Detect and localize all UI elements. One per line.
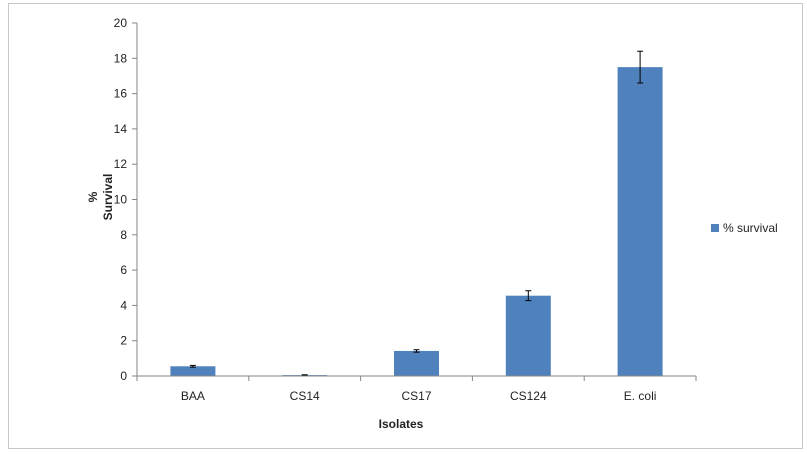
y-tick-label: 20 bbox=[114, 16, 128, 30]
bar bbox=[170, 366, 216, 376]
legend-label: % survival bbox=[723, 221, 778, 235]
x-tick-label: CS124 bbox=[510, 389, 547, 403]
error-bar bbox=[301, 374, 308, 376]
bar bbox=[617, 67, 663, 376]
x-tick-label: CS17 bbox=[401, 389, 431, 403]
y-axis-title-line-2: Survival bbox=[101, 174, 115, 221]
x-axis-title: Isolates bbox=[379, 417, 424, 431]
legend-swatch bbox=[711, 224, 719, 232]
axes bbox=[136, 23, 696, 377]
x-axis-ticks: BAA CS14 CS17 CS124 E. coli bbox=[136, 376, 697, 403]
bar bbox=[505, 295, 551, 376]
y-tick-label: 10 bbox=[114, 193, 128, 207]
y-tick-label: 12 bbox=[114, 157, 128, 171]
y-tick-label: 0 bbox=[120, 369, 127, 383]
error-bar bbox=[525, 290, 532, 302]
x-tick-label: E. coli bbox=[624, 389, 657, 403]
error-bar bbox=[637, 50, 644, 84]
y-tick-label: 14 bbox=[114, 122, 128, 136]
y-axis-title: % Survival bbox=[86, 174, 115, 221]
x-tick-label: BAA bbox=[181, 389, 205, 403]
y-tick-label: 16 bbox=[114, 87, 128, 101]
y-tick-label: 2 bbox=[120, 334, 127, 348]
y-tick-label: 6 bbox=[120, 263, 127, 277]
bars bbox=[170, 67, 663, 376]
error-bars bbox=[189, 50, 644, 376]
y-axis-title-line-1: % bbox=[86, 191, 100, 202]
error-bar bbox=[413, 349, 420, 353]
error-bar bbox=[189, 364, 196, 368]
legend: % survival bbox=[711, 221, 778, 235]
x-tick-label: CS14 bbox=[290, 389, 320, 403]
y-tick-label: 8 bbox=[120, 228, 127, 242]
y-tick-label: 4 bbox=[120, 298, 127, 312]
bar bbox=[394, 350, 439, 376]
y-tick-label: 18 bbox=[114, 51, 128, 65]
y-axis-ticks: 0 2 4 6 8 10 12 14 16 18 20 bbox=[114, 16, 137, 383]
